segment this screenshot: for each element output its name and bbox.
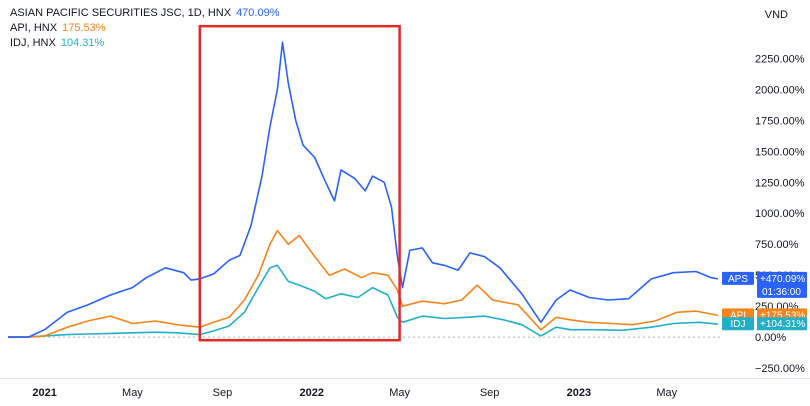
badge-layer: APS +470.09% 01:36:00 API +175.53% IDJ +104.31… [722,271,807,331]
highlight-box [198,24,401,342]
x-tick-label: 2023 [567,387,591,399]
x-tick-label: 2021 [32,387,56,399]
y-tick-label: 1500.00% [755,146,805,158]
chart-legend: ASIAN PACIFIC SECURITIES JSC, 1D, HNX 470… [10,6,280,51]
badge-value-text-api: +175.53% [760,310,805,321]
y-tick-label: 2000.00% [755,84,805,96]
currency-label: VND [764,9,788,21]
series-layer [8,41,719,338]
y-tick-label: −250.00% [755,363,805,375]
badge-countdown-text: 01:36:00 [762,287,801,298]
legend-value-idj: 104.31% [60,37,105,49]
badge-value-text-aps: +470.09% [760,274,805,285]
badge-value-text-idj: +104.31% [760,319,805,330]
badge-symbol-text-idj: IDJ [731,319,746,330]
y-tick-label: 1750.00% [755,115,805,127]
x-tick-label: May [656,387,677,399]
x-tick-label: May [122,387,143,399]
legend-name-aps: ASIAN PACIFIC SECURITIES JSC, 1D, HNX [10,7,232,19]
highlight-layer [198,24,401,342]
series-line-api[interactable] [8,229,719,338]
legend-name-idj: IDJ, HNX [10,37,56,49]
badge-value-idj [757,317,807,331]
y-tick-label: 2250.00% [755,53,805,65]
legend-row-api[interactable]: API, HNX 175.53% [10,21,280,36]
y-tick-label: 750.00% [755,239,799,251]
series-line-aps[interactable] [8,41,719,338]
badge-symbol-aps [722,271,754,285]
x-tick-label: Sep [480,387,500,399]
y-tick-label: 1000.00% [755,208,805,220]
badge-symbol-idj [722,317,754,331]
x-tick-label: Sep [213,387,233,399]
y-tick-label: 1250.00% [755,177,805,189]
grid-layer [0,336,810,379]
legend-value-aps: 470.09% [236,7,280,19]
series-line-idj[interactable] [8,264,719,338]
x-tick-label: May [389,387,410,399]
badge-symbol-text-aps: APS [728,274,748,285]
badge-symbol-text-api: API [730,310,746,321]
legend-row-idj[interactable]: IDJ, HNX 104.31% [10,36,280,51]
axis-layer: −250.00%0.00%250.00%500.00%750.00%1000.0… [32,53,805,399]
x-tick-label: 2022 [300,387,324,399]
legend-name-api: API, HNX [10,22,58,34]
badge-value-aps [757,271,807,298]
legend-value-api: 175.53% [62,22,106,34]
y-tick-label: 0.00% [755,332,786,344]
legend-row-aps[interactable]: ASIAN PACIFIC SECURITIES JSC, 1D, HNX 470… [10,6,280,21]
